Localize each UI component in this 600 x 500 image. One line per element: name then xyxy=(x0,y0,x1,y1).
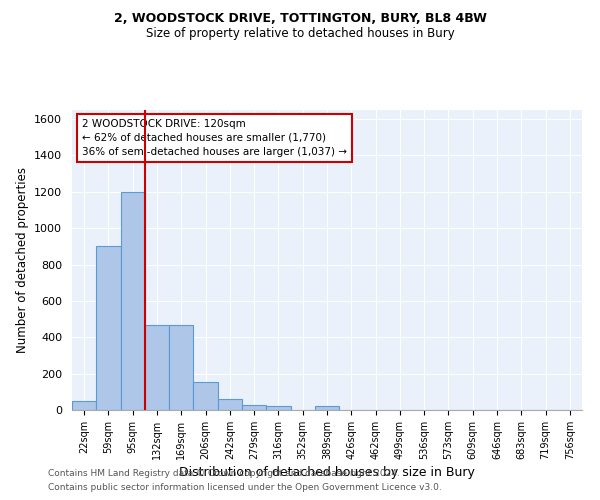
Text: 2 WOODSTOCK DRIVE: 120sqm
← 62% of detached houses are smaller (1,770)
36% of se: 2 WOODSTOCK DRIVE: 120sqm ← 62% of detac… xyxy=(82,119,347,157)
Bar xyxy=(266,406,290,410)
Text: Contains HM Land Registry data © Crown copyright and database right 2024.: Contains HM Land Registry data © Crown c… xyxy=(48,468,400,477)
Bar xyxy=(193,382,218,410)
Bar xyxy=(96,246,121,410)
Bar xyxy=(145,324,169,410)
Bar xyxy=(121,192,145,410)
Bar xyxy=(169,324,193,410)
Bar xyxy=(242,404,266,410)
Text: Size of property relative to detached houses in Bury: Size of property relative to detached ho… xyxy=(146,28,454,40)
X-axis label: Distribution of detached houses by size in Bury: Distribution of detached houses by size … xyxy=(179,466,475,479)
Bar xyxy=(72,401,96,410)
Text: 2, WOODSTOCK DRIVE, TOTTINGTON, BURY, BL8 4BW: 2, WOODSTOCK DRIVE, TOTTINGTON, BURY, BL… xyxy=(113,12,487,26)
Text: Contains public sector information licensed under the Open Government Licence v3: Contains public sector information licen… xyxy=(48,484,442,492)
Y-axis label: Number of detached properties: Number of detached properties xyxy=(16,167,29,353)
Bar xyxy=(218,399,242,410)
Bar xyxy=(315,406,339,410)
